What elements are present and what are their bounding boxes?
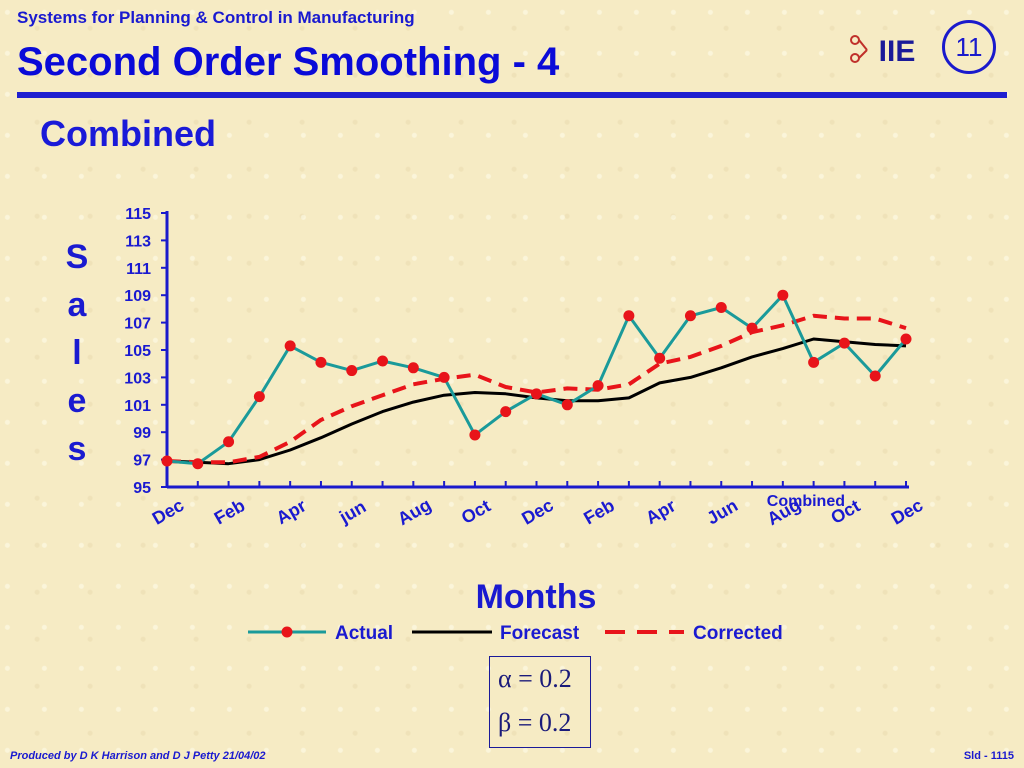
y-axis-label-letter: S xyxy=(66,238,89,276)
actual-data-point xyxy=(315,356,327,368)
series-line-corrected xyxy=(166,313,907,465)
x-tick-label: Apr xyxy=(273,495,310,528)
logo-graphic xyxy=(850,35,868,63)
x-tick-label: Dec xyxy=(149,495,188,529)
legend-label-actual: Actual xyxy=(335,623,393,644)
actual-data-point xyxy=(531,388,542,400)
y-tick-label: 103 xyxy=(124,370,151,387)
footer-credit: Produced by D K Harrison and D J Petty 2… xyxy=(10,750,266,762)
y-tick-label: 109 xyxy=(124,288,151,305)
alpha-value: α = 0.2 xyxy=(498,664,572,693)
actual-data-point xyxy=(777,289,789,301)
beta-value: β = 0.2 xyxy=(498,708,572,737)
actual-data-point xyxy=(838,337,850,349)
actual-data-point xyxy=(808,356,820,368)
slide-title: Second Order Smoothing - 4 xyxy=(17,40,560,84)
y-tick-label: 99 xyxy=(133,425,151,442)
actual-data-point xyxy=(500,406,512,418)
x-tick-label: Apr xyxy=(642,495,679,528)
y-tick-label: 101 xyxy=(124,398,151,415)
y-tick-label: 107 xyxy=(124,316,151,333)
y-tick-label: 115 xyxy=(125,206,151,223)
actual-data-point xyxy=(592,380,604,392)
legend-marker-actual xyxy=(281,626,293,638)
actual-data-point xyxy=(684,310,696,322)
x-tick-label: Feb xyxy=(580,495,618,528)
actual-data-point xyxy=(869,370,881,382)
actual-data-point xyxy=(561,399,573,411)
parameter-box: α = 0.2 β = 0.2 xyxy=(489,656,591,748)
y-axis-label-letter: e xyxy=(68,382,87,420)
actual-data-point xyxy=(900,333,912,345)
course-title: Systems for Planning & Control in Manufa… xyxy=(17,8,415,27)
section-subtitle: Combined xyxy=(40,113,216,154)
footer-slide-id: Sld - 1115 xyxy=(963,750,1014,762)
actual-data-point xyxy=(284,340,296,352)
y-tick-label: 111 xyxy=(126,261,151,278)
actual-data-point xyxy=(438,371,450,383)
actual-data-point xyxy=(746,322,758,334)
x-tick-label: Dec xyxy=(888,495,927,529)
y-tick-label: 97 xyxy=(133,453,151,470)
actual-data-point xyxy=(407,362,419,374)
title-rule xyxy=(17,92,1007,98)
actual-data-point xyxy=(346,365,358,377)
y-axis-label-letter: l xyxy=(72,334,81,372)
actual-data-point xyxy=(161,455,173,467)
actual-data-point xyxy=(654,352,666,364)
x-axis-title: Months xyxy=(476,578,597,616)
y-axis-label-letter: s xyxy=(68,430,87,468)
y-tick-label: 105 xyxy=(124,343,151,360)
series-line-forecast xyxy=(166,337,907,466)
actual-data-point xyxy=(192,458,204,470)
chart-annotation: Combined xyxy=(767,493,845,510)
actual-data-point xyxy=(469,429,481,441)
legend-label-forecast: Forecast xyxy=(500,623,580,644)
y-tick-label: 113 xyxy=(125,233,151,250)
iie-logo: IIE xyxy=(845,30,935,68)
x-tick-label: Aug xyxy=(394,494,434,529)
legend-label-corrected: Corrected xyxy=(693,623,783,644)
x-tick-label: Dec xyxy=(518,495,557,529)
logo-text: IIE xyxy=(879,35,916,68)
y-tick-label: 95 xyxy=(133,480,151,497)
actual-data-point xyxy=(253,391,265,403)
x-tick-label: Oct xyxy=(458,496,494,528)
slide-number-badge: 11 xyxy=(942,20,996,74)
x-tick-label: Feb xyxy=(211,495,249,528)
series-line-actual xyxy=(166,293,908,466)
actual-data-point xyxy=(223,436,235,448)
actual-data-point xyxy=(623,310,635,322)
x-tick-label: jun xyxy=(335,496,369,527)
actual-data-point xyxy=(715,302,727,314)
actual-data-point xyxy=(377,355,389,367)
y-axis-label-letter: a xyxy=(68,286,88,324)
x-tick-label: Jun xyxy=(703,495,741,528)
